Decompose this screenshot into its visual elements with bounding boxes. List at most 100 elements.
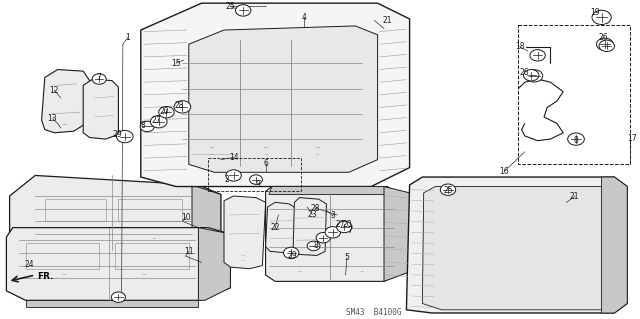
Text: 13: 13 [47, 114, 58, 123]
Text: 27: 27 [335, 220, 346, 229]
Text: 23: 23 [307, 210, 317, 219]
Text: ~: ~ [241, 254, 246, 259]
Text: ~: ~ [208, 145, 214, 152]
Polygon shape [188, 144, 238, 167]
Ellipse shape [325, 227, 340, 238]
Polygon shape [198, 228, 230, 300]
Text: ~: ~ [314, 152, 319, 157]
Ellipse shape [111, 292, 125, 302]
Text: 19: 19 [590, 8, 600, 17]
Text: 9: 9 [255, 180, 260, 189]
Text: 11: 11 [184, 247, 193, 256]
Polygon shape [192, 185, 221, 250]
Ellipse shape [316, 233, 330, 243]
Text: 8: 8 [141, 121, 146, 130]
Text: 4: 4 [301, 13, 307, 22]
Text: 10: 10 [180, 213, 191, 222]
Ellipse shape [116, 130, 133, 143]
Text: 7: 7 [347, 226, 352, 235]
Polygon shape [406, 177, 627, 313]
Polygon shape [141, 3, 410, 187]
Text: 8: 8 [314, 241, 319, 249]
Text: 6: 6 [263, 159, 268, 167]
Text: ~: ~ [151, 236, 156, 241]
Text: 25: 25 [443, 186, 453, 195]
Text: 5: 5 [344, 253, 349, 262]
Text: 29: 29 [112, 130, 122, 139]
Text: SM43  B4100G: SM43 B4100G [346, 308, 401, 317]
Text: 3: 3 [330, 211, 335, 220]
Text: 17: 17 [627, 134, 637, 143]
Polygon shape [189, 26, 378, 172]
Polygon shape [10, 175, 221, 250]
Text: 1: 1 [125, 33, 131, 42]
Text: 18: 18 [515, 42, 524, 51]
Text: ~: ~ [241, 258, 246, 263]
Ellipse shape [568, 133, 584, 145]
Text: 20: 20 [342, 220, 353, 229]
Text: 26: 26 [520, 68, 530, 77]
Text: 24: 24 [24, 260, 35, 269]
Ellipse shape [599, 40, 614, 52]
Polygon shape [6, 228, 230, 300]
Text: 8: 8 [573, 136, 579, 145]
Text: 20: 20 [159, 107, 170, 116]
Ellipse shape [174, 101, 191, 113]
Text: ~: ~ [141, 272, 147, 278]
Text: ~: ~ [314, 145, 320, 152]
Ellipse shape [307, 241, 320, 251]
Ellipse shape [592, 10, 611, 25]
Text: 29: 29 [287, 251, 297, 260]
Ellipse shape [140, 121, 154, 132]
Text: 2: 2 [225, 175, 230, 184]
Text: 25: 25 [225, 2, 236, 11]
Text: 22: 22 [271, 223, 280, 232]
Polygon shape [266, 187, 397, 281]
Polygon shape [339, 28, 365, 166]
Text: 27: 27 [151, 116, 161, 125]
Ellipse shape [236, 5, 251, 16]
Text: ~: ~ [61, 122, 67, 128]
Text: 14: 14 [228, 153, 239, 162]
Text: FR.: FR. [37, 272, 54, 281]
Ellipse shape [524, 70, 539, 81]
Ellipse shape [159, 107, 174, 118]
Ellipse shape [440, 184, 456, 195]
Text: 26: 26 [598, 33, 608, 42]
Text: ~: ~ [263, 152, 268, 157]
Text: 12: 12 [50, 85, 59, 95]
Text: 28: 28 [175, 101, 184, 110]
Text: 15: 15 [171, 59, 181, 68]
Polygon shape [269, 187, 397, 194]
Text: 21: 21 [570, 192, 579, 201]
Text: 7: 7 [96, 73, 101, 82]
Ellipse shape [526, 70, 543, 82]
Ellipse shape [284, 247, 299, 259]
Polygon shape [172, 54, 198, 86]
Text: ~: ~ [297, 269, 302, 274]
Polygon shape [42, 70, 90, 133]
Polygon shape [384, 187, 410, 281]
Ellipse shape [596, 38, 613, 50]
Polygon shape [179, 28, 365, 41]
Text: 16: 16 [499, 167, 509, 176]
Ellipse shape [226, 170, 241, 181]
Polygon shape [83, 79, 118, 139]
Polygon shape [179, 28, 365, 166]
Polygon shape [224, 196, 266, 269]
Text: ~: ~ [209, 152, 214, 157]
Ellipse shape [530, 50, 545, 61]
Text: ~: ~ [359, 269, 364, 274]
Text: 28: 28 [310, 204, 319, 212]
Text: ~: ~ [61, 272, 67, 278]
Ellipse shape [150, 115, 167, 128]
Ellipse shape [337, 221, 352, 233]
Polygon shape [266, 202, 296, 253]
Polygon shape [422, 187, 621, 310]
Ellipse shape [92, 74, 106, 84]
Text: ~: ~ [262, 145, 269, 152]
Ellipse shape [250, 175, 262, 184]
Polygon shape [602, 177, 627, 313]
Text: 21: 21 [383, 16, 392, 25]
Polygon shape [26, 300, 198, 307]
